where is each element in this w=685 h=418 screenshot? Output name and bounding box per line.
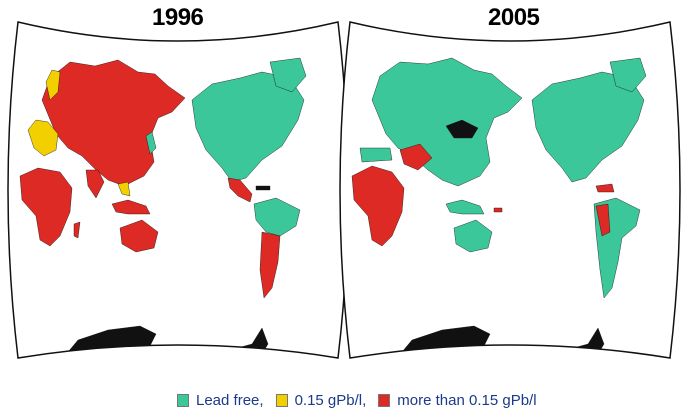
legend-item-lead-free: Lead free, (177, 392, 264, 409)
region-caribbean-1996 (255, 185, 271, 191)
legend-swatch-low (275, 394, 288, 407)
region-south-america-n-1996 (253, 197, 301, 237)
region-eurasia-1996 (41, 59, 186, 187)
region-africa-1996 (19, 167, 73, 247)
region-north-america-1996 (191, 71, 305, 183)
region-andes-2005 (595, 203, 611, 237)
region-indonesia-1996 (111, 199, 151, 215)
region-scandinavia-1996 (45, 69, 61, 101)
region-japan-1996 (145, 131, 157, 155)
map-title-2005: 2005 (488, 4, 540, 31)
region-australia-1996 (119, 219, 159, 253)
region-middle-east-2005 (399, 143, 433, 171)
legend-swatch-lead-free (177, 394, 189, 407)
map-title-1996: 1996 (152, 4, 204, 31)
region-greenland-1996 (269, 57, 307, 93)
region-central-america-1996 (227, 177, 253, 203)
map-2005 (339, 21, 681, 359)
region-papua-2005 (493, 207, 503, 213)
legend-label-lead-free: Lead free, (196, 392, 264, 409)
legend: Lead free, 0.15 gPb/l, more than 0.15 gP… (177, 392, 537, 409)
region-madagascar-1996 (73, 221, 81, 239)
region-mongolia-2005 (445, 119, 479, 139)
region-north-africa-2005 (359, 147, 393, 163)
region-greenland-2005 (609, 57, 647, 93)
legend-label-high: more than 0.15 gPb/l (397, 392, 537, 409)
region-caribbean-2005 (595, 183, 615, 193)
legend-label-low: 0.15 gPb/l, (294, 392, 367, 409)
region-india-1996 (85, 169, 105, 199)
region-indonesia-2005 (445, 199, 485, 215)
region-europe-1996 (27, 119, 59, 157)
legend-item-high: more than 0.15 gPb/l (378, 392, 537, 409)
region-seasia-1996 (117, 181, 131, 197)
region-africa-2005 (351, 165, 405, 247)
map-1996 (7, 21, 349, 359)
region-south-america-s-1996 (259, 231, 281, 299)
world-maps (7, 21, 681, 359)
region-australia-2005 (453, 219, 493, 253)
region-north-america-2005 (531, 71, 645, 183)
legend-item-low: 0.15 gPb/l, (275, 392, 367, 409)
legend-swatch-high (378, 394, 391, 407)
